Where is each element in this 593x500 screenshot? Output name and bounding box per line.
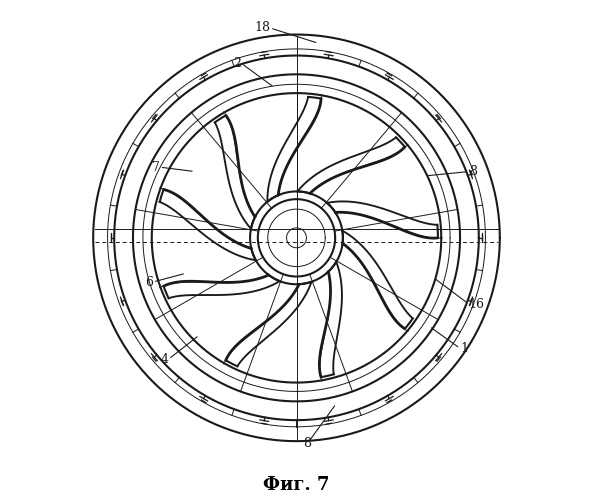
Text: 2: 2 bbox=[234, 57, 241, 70]
Text: 4: 4 bbox=[160, 353, 168, 366]
Text: 7: 7 bbox=[152, 160, 160, 173]
Text: 1: 1 bbox=[460, 342, 468, 355]
Text: 8: 8 bbox=[469, 165, 477, 178]
Text: 18: 18 bbox=[254, 22, 270, 35]
Text: 16: 16 bbox=[469, 298, 485, 310]
Text: 6: 6 bbox=[145, 276, 153, 288]
Text: 8: 8 bbox=[304, 437, 311, 450]
Text: Фиг. 7: Фиг. 7 bbox=[263, 476, 330, 494]
